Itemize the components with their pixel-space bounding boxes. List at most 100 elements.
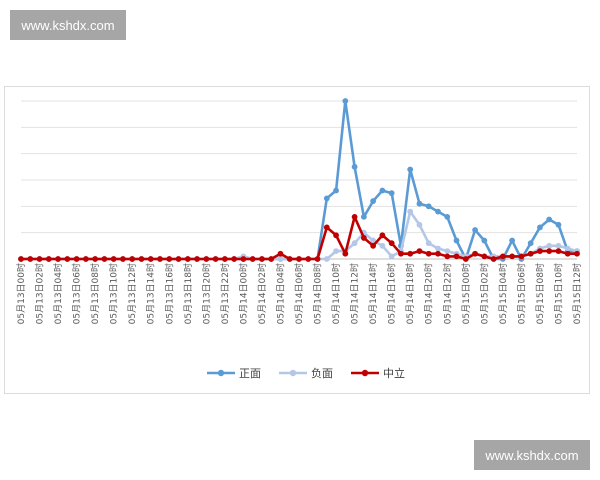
x-tick-label: 05月13日10时 xyxy=(108,263,120,324)
data-point xyxy=(490,256,497,262)
data-point xyxy=(370,242,377,249)
x-tick-label: 05月13日16时 xyxy=(163,263,175,324)
data-point xyxy=(537,224,543,231)
data-point xyxy=(453,237,460,244)
data-point xyxy=(481,237,488,244)
data-point xyxy=(138,256,145,262)
x-tick-label: 05月13日20时 xyxy=(200,263,212,324)
data-point xyxy=(175,256,182,262)
data-point xyxy=(416,200,423,207)
series-line xyxy=(21,210,578,261)
data-point xyxy=(444,248,451,255)
x-tick-label: 05月13日06时 xyxy=(71,263,83,324)
data-point xyxy=(425,250,432,257)
x-tick-label: 05月14日10时 xyxy=(330,263,342,324)
x-tick-label: 05月14日08时 xyxy=(312,263,324,324)
data-point xyxy=(407,250,414,257)
data-point xyxy=(277,250,284,257)
x-tick-label: 05月15日08时 xyxy=(534,263,546,324)
data-point xyxy=(249,256,256,262)
data-point xyxy=(435,245,441,252)
chart-panel: 05月13日00时 05月13日02时 05月13日04时 05月13日06时 05月1… xyxy=(4,86,590,394)
data-point xyxy=(18,256,24,262)
data-point xyxy=(36,256,43,262)
data-point xyxy=(453,253,460,260)
x-tick-label: 05月13日14时 xyxy=(145,263,157,324)
data-point xyxy=(435,250,441,257)
data-point xyxy=(555,248,562,255)
data-point xyxy=(45,256,52,262)
data-point xyxy=(82,256,89,262)
data-point xyxy=(323,224,330,231)
x-tick-label: 05月13日08时 xyxy=(89,263,101,324)
data-point xyxy=(360,213,367,220)
data-point xyxy=(259,256,265,262)
data-point xyxy=(342,250,349,257)
series-lines xyxy=(18,98,580,262)
data-point xyxy=(509,253,516,260)
data-point xyxy=(546,242,553,249)
data-point xyxy=(462,256,469,262)
data-point xyxy=(194,256,200,262)
data-point xyxy=(296,256,302,262)
data-point xyxy=(425,203,432,210)
legend-label: 正面 xyxy=(239,367,261,380)
data-point xyxy=(184,256,191,262)
data-point xyxy=(147,256,154,262)
x-tick-label: 05月14日14时 xyxy=(367,263,379,324)
data-point xyxy=(323,256,330,262)
data-point xyxy=(286,256,293,262)
legend-marker xyxy=(361,369,369,377)
data-point xyxy=(314,256,321,262)
data-point xyxy=(379,242,386,249)
data-point xyxy=(435,208,441,215)
x-tick-label: 05月15日10时 xyxy=(552,263,564,324)
legend-marker xyxy=(217,369,225,377)
data-point xyxy=(212,256,219,262)
data-point xyxy=(333,187,339,194)
data-point xyxy=(416,248,423,255)
data-point xyxy=(444,213,451,220)
data-point xyxy=(360,235,367,241)
x-tick-label: 05月15日12时 xyxy=(571,263,583,324)
data-point xyxy=(416,221,423,228)
data-point xyxy=(342,98,349,104)
data-point xyxy=(472,227,478,233)
data-point xyxy=(518,253,525,260)
data-point xyxy=(73,256,80,262)
data-point xyxy=(555,242,562,249)
x-tick-label: 05月14日04时 xyxy=(274,263,286,324)
data-point xyxy=(351,213,358,220)
data-point xyxy=(305,256,312,262)
data-point xyxy=(537,248,543,255)
x-tick-label: 05月14日00时 xyxy=(237,263,249,324)
data-point xyxy=(323,195,330,202)
legend-item: 负面 xyxy=(279,366,333,380)
data-point xyxy=(370,198,377,204)
data-point xyxy=(499,253,506,260)
data-point xyxy=(509,237,516,244)
watermark-top: www.kshdx.com xyxy=(10,10,126,40)
data-point xyxy=(574,250,580,257)
data-point xyxy=(55,256,61,262)
data-point xyxy=(388,253,395,260)
series-3 xyxy=(18,213,580,262)
data-point xyxy=(398,250,404,257)
legend-item: 正面 xyxy=(207,367,261,380)
legend: 正面 负面 中立 xyxy=(207,366,405,380)
data-point xyxy=(64,256,71,262)
x-tick-label: 05月13日18时 xyxy=(182,263,194,324)
line-chart: 05月13日00时 05月13日02时 05月13日04时 05月13日06时 05月1… xyxy=(15,98,583,380)
data-point xyxy=(351,163,358,170)
data-point xyxy=(379,232,386,239)
data-point xyxy=(564,250,571,257)
data-point xyxy=(129,256,136,262)
data-point xyxy=(407,208,414,215)
legend-label: 负面 xyxy=(311,366,333,380)
data-point xyxy=(268,256,275,262)
data-point xyxy=(120,256,126,262)
data-point xyxy=(110,256,117,262)
data-point xyxy=(221,256,228,262)
x-tick-label: 05月14日22时 xyxy=(441,263,453,324)
gridlines xyxy=(21,100,577,260)
